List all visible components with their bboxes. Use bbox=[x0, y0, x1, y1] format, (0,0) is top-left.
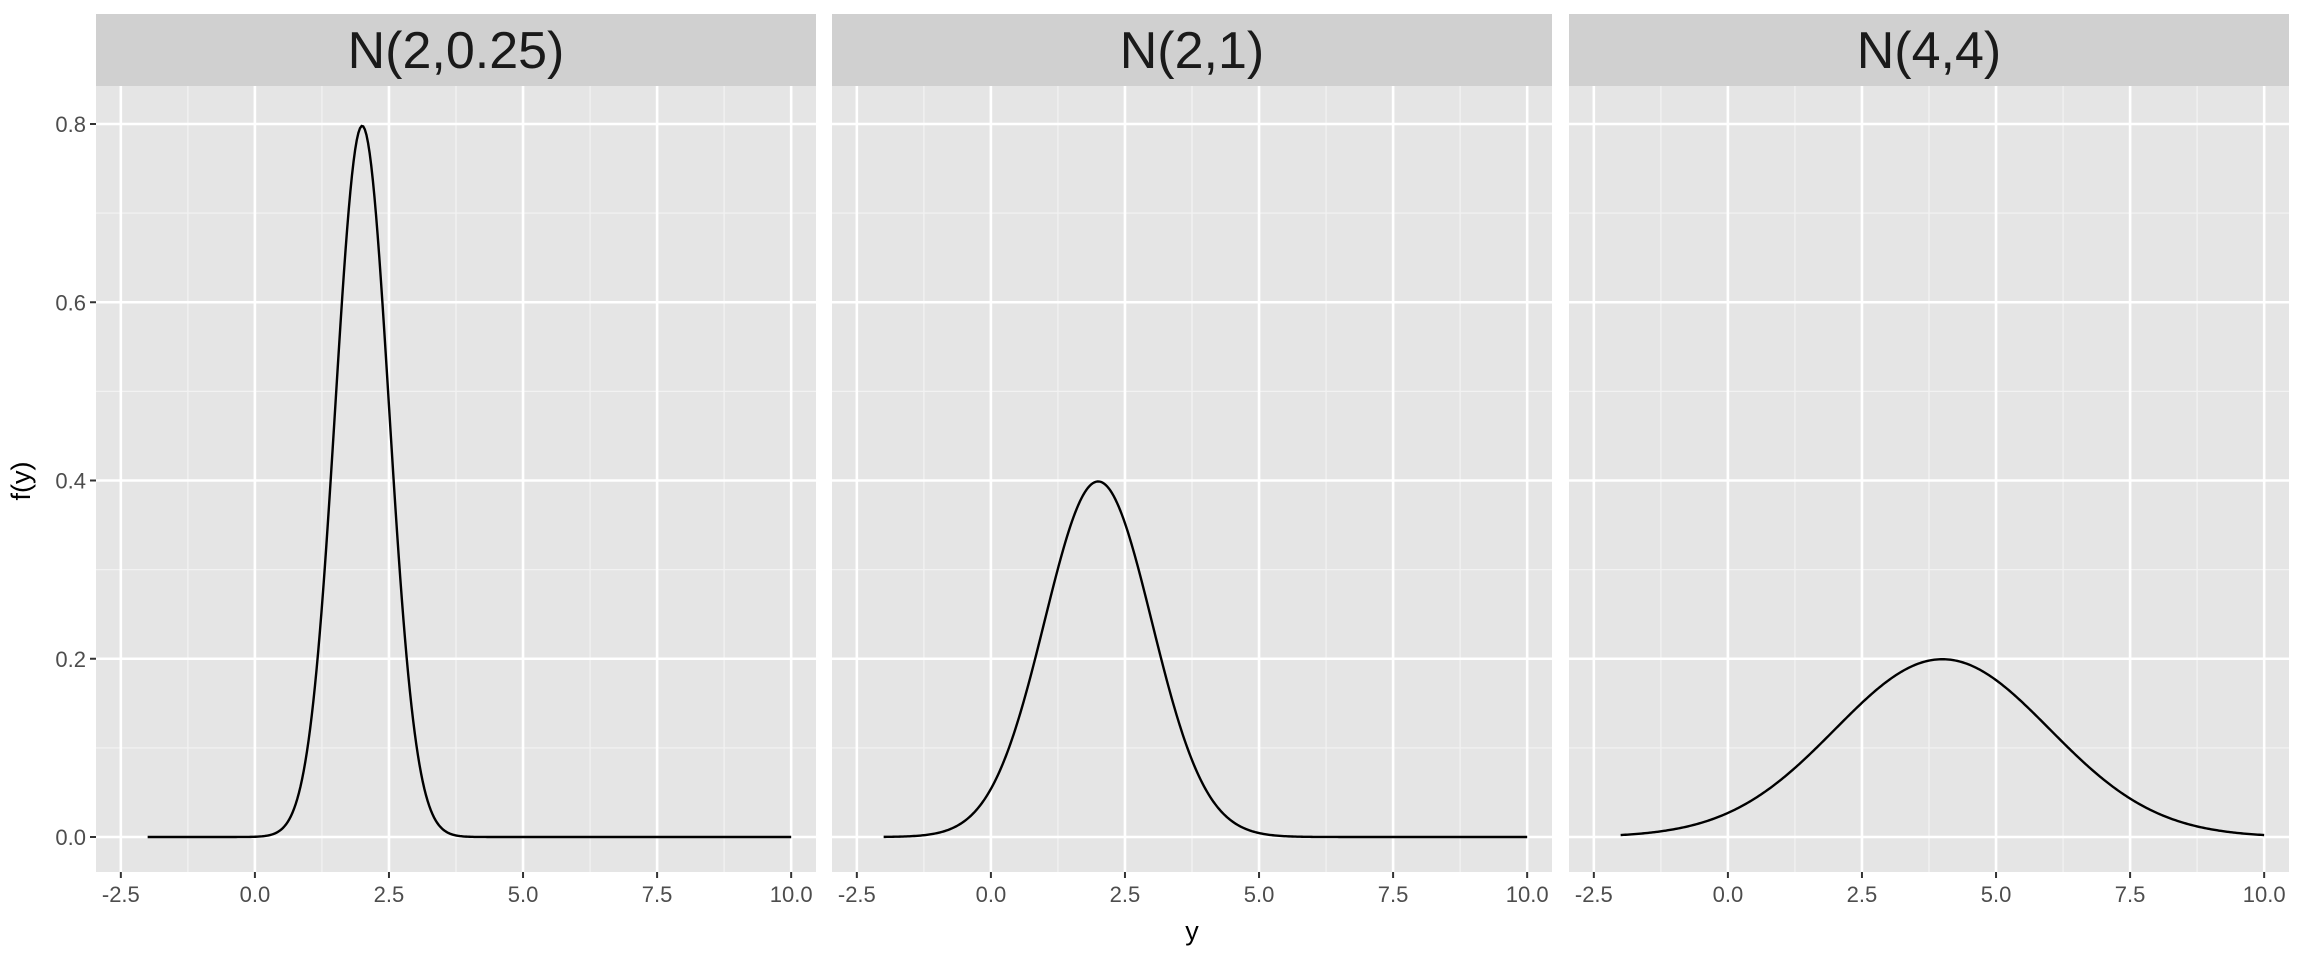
panel: N(2,1) -2.5 0.0 2.5 5.0 7.5 10.0 bbox=[832, 14, 1552, 907]
y-axis: 0.0 0.2 0.4 0.6 0.8 bbox=[55, 112, 96, 850]
x-tick-label: -2.5 bbox=[102, 882, 140, 907]
x-tick-label: 5.0 bbox=[1981, 882, 2012, 907]
panel-title: N(2,0.25) bbox=[348, 22, 565, 80]
x-tick-label: 7.5 bbox=[2115, 882, 2146, 907]
panel: N(4,4) -2.5 0.0 2.5 5.0 7.5 10.0 bbox=[1569, 14, 2289, 907]
panel-strip bbox=[832, 14, 1552, 86]
x-tick-label: 7.5 bbox=[1378, 882, 1409, 907]
panel-title: N(2,1) bbox=[1120, 22, 1264, 80]
y-tick-label: 0.4 bbox=[55, 469, 86, 494]
density-curve bbox=[883, 480, 1528, 839]
x-tick-label: 2.5 bbox=[374, 882, 405, 907]
x-tick-label: 10.0 bbox=[2243, 882, 2286, 907]
y-tick-label: 0.2 bbox=[55, 647, 86, 672]
x-tick-label: 5.0 bbox=[508, 882, 539, 907]
panels: N(2,0.25) -2.5 0.0 2.5 5.0 7.5 10.0 N(2,1) -2.5 0… bbox=[96, 14, 2289, 907]
y-tick-label: 0.6 bbox=[55, 290, 86, 315]
y-tick-label: 0.8 bbox=[55, 112, 86, 137]
y-axis-title: f(y) bbox=[6, 462, 36, 501]
x-tick-label: 2.5 bbox=[1847, 882, 1878, 907]
panel: N(2,0.25) -2.5 0.0 2.5 5.0 7.5 10.0 bbox=[96, 14, 816, 907]
x-tick-label: 7.5 bbox=[642, 882, 673, 907]
panel-title: N(4,4) bbox=[1857, 22, 2001, 80]
x-tick-label: 10.0 bbox=[770, 882, 813, 907]
x-tick-label: 0.0 bbox=[240, 882, 271, 907]
x-tick-label: -2.5 bbox=[838, 882, 876, 907]
density-curve bbox=[1620, 658, 2265, 837]
y-tick-label: 0.0 bbox=[55, 825, 86, 850]
x-tick-label: 0.0 bbox=[1713, 882, 1744, 907]
density-curve bbox=[147, 124, 792, 839]
x-tick-label: -2.5 bbox=[1575, 882, 1613, 907]
panel-strip bbox=[96, 14, 816, 86]
x-tick-label: 2.5 bbox=[1110, 882, 1141, 907]
panel-strip bbox=[1569, 14, 2289, 86]
x-tick-label: 5.0 bbox=[1244, 882, 1275, 907]
x-tick-label: 0.0 bbox=[976, 882, 1007, 907]
x-axis-title: y bbox=[1185, 916, 1199, 946]
x-tick-label: 10.0 bbox=[1506, 882, 1549, 907]
